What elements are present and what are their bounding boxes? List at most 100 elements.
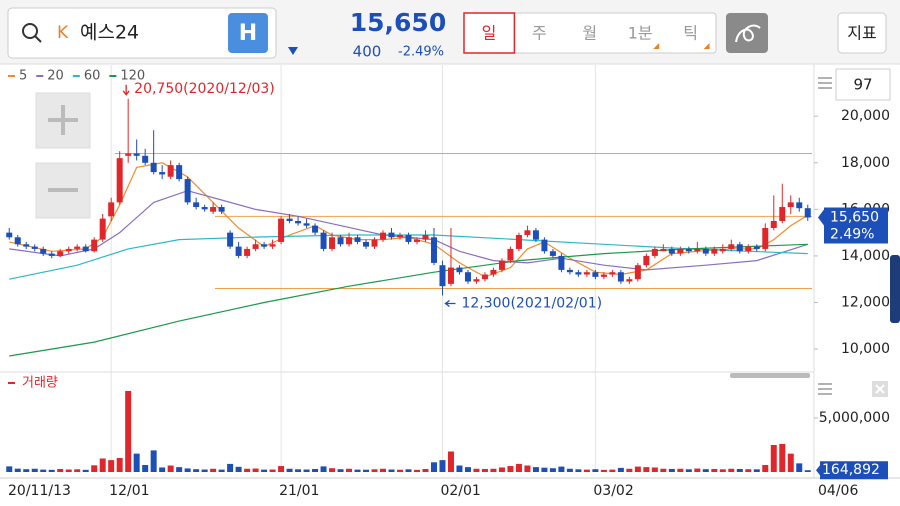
candle-body — [303, 223, 310, 226]
dropdown-arrow[interactable] — [288, 47, 298, 55]
price-change: 400 — [353, 43, 382, 61]
menu-icon[interactable] — [818, 77, 832, 89]
tab-label: 일 — [482, 24, 497, 43]
candle-body — [354, 237, 361, 242]
volume-bar — [167, 465, 174, 472]
candle-body — [558, 255, 565, 270]
volume-bar — [634, 466, 641, 472]
candle-body — [804, 208, 811, 218]
candle-body — [125, 153, 132, 156]
tab-label: 1분 — [628, 24, 653, 43]
search-box[interactable] — [7, 7, 277, 59]
volume-bar — [702, 469, 709, 472]
volume-bar — [397, 469, 404, 472]
volume-bar — [430, 462, 437, 472]
volume-bar — [286, 468, 293, 472]
candle-body — [532, 230, 539, 240]
candle-body — [40, 248, 47, 254]
volume-bar — [74, 469, 81, 472]
candle-body — [668, 248, 675, 254]
volume-bar — [745, 469, 752, 472]
candle-body — [235, 246, 242, 256]
volume-bar — [762, 464, 769, 472]
candle-body — [745, 246, 752, 252]
volume-bar — [439, 460, 446, 472]
volume-bar — [643, 467, 650, 472]
candle-body — [609, 272, 616, 275]
tab-group: 일 주 월 1분 틱 — [463, 12, 710, 54]
candle-body — [261, 244, 268, 247]
candle-body — [728, 244, 735, 249]
volume-bar — [711, 468, 718, 472]
last-volume-tag — [816, 461, 888, 480]
candle-body — [14, 237, 21, 245]
x-tick-label: 04/06 — [818, 483, 858, 499]
volume-bar — [346, 468, 353, 472]
scrollbar[interactable] — [730, 373, 810, 378]
x-tick-label: 03/02 — [593, 483, 633, 499]
volume-bar — [48, 469, 55, 472]
volume-bar — [244, 468, 251, 472]
candle-body — [473, 279, 480, 282]
volume-bar — [592, 469, 599, 472]
candle-body — [507, 248, 514, 261]
candle-body — [685, 248, 692, 252]
count-value: 97 — [853, 76, 872, 94]
candle-body — [320, 232, 327, 249]
h-button[interactable] — [228, 13, 268, 53]
volume-bar — [57, 468, 64, 472]
menu-icon[interactable] — [818, 383, 832, 395]
candle-body — [193, 202, 200, 208]
candle-body — [753, 246, 760, 249]
candle-body — [787, 202, 794, 208]
candle-body — [116, 158, 123, 203]
volume-bar — [295, 469, 302, 472]
volume-bar — [108, 460, 115, 472]
tab-selected[interactable] — [463, 12, 516, 54]
candle-body — [583, 272, 590, 275]
candle-body — [167, 165, 174, 177]
last-price-label: 15,650 — [830, 210, 879, 226]
candle-body — [481, 274, 488, 280]
volume-bar — [804, 470, 811, 472]
current-price: 15,650 — [350, 8, 446, 37]
volume-bar — [787, 453, 794, 472]
volume-bar — [532, 467, 539, 472]
candle-body — [82, 246, 89, 252]
side-handle[interactable] — [890, 255, 900, 323]
volume-bar — [252, 468, 259, 472]
high-arrow — [122, 84, 130, 96]
low-label: 12,300(2021/02/01) — [461, 295, 602, 311]
y-tick-label: 14,000 — [841, 248, 890, 264]
market-badge: K — [57, 23, 69, 43]
volume-bar — [507, 466, 514, 472]
volume-bar — [617, 467, 624, 472]
indicator-button[interactable] — [837, 12, 887, 54]
volume-bar — [549, 468, 556, 472]
candle-body — [252, 244, 259, 249]
volume-bar — [261, 469, 268, 472]
candle-body — [413, 239, 420, 242]
candle-body — [430, 237, 437, 263]
tab-label: 월 — [582, 24, 597, 43]
volume-bar — [779, 443, 786, 472]
candle-body — [201, 207, 208, 210]
candle-body — [626, 279, 633, 282]
volume-bar — [524, 465, 531, 472]
close-icon — [875, 384, 885, 394]
tab-label: 틱 — [683, 24, 698, 43]
candle-body — [218, 207, 225, 212]
drawing-button[interactable] — [726, 13, 768, 53]
volume-bar — [796, 463, 803, 472]
candle-body — [133, 153, 140, 156]
count-box[interactable] — [835, 68, 891, 101]
candle-body — [796, 202, 803, 209]
volume-bar — [23, 469, 30, 472]
drawing-icon — [735, 24, 761, 43]
volume-bar — [269, 469, 276, 472]
volume-bar — [651, 467, 658, 472]
volume-bar — [694, 468, 701, 472]
candle-body — [227, 232, 234, 247]
